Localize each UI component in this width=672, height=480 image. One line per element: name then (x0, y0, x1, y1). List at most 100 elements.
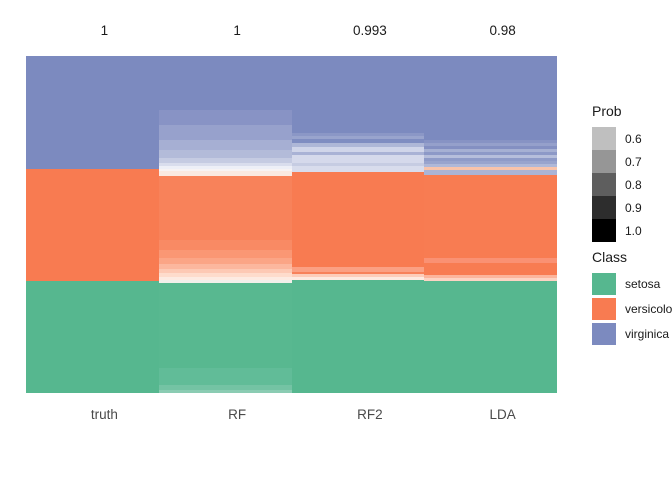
heatmap-band (424, 149, 557, 152)
heatmap-column-lda (424, 56, 557, 393)
legend-color-swatch (592, 196, 616, 219)
legend-color-swatch (592, 323, 616, 345)
heatmap-band (291, 267, 425, 272)
heatmap-band (291, 280, 425, 393)
x-axis-label-truth: truth (90, 407, 118, 422)
heatmap-band (291, 277, 425, 280)
heatmap-band (291, 147, 425, 152)
heatmap-band (158, 125, 292, 140)
legend-entry: versicolor (592, 298, 672, 320)
legend-entry: 0.8 (592, 173, 642, 196)
heatmap-column-rf2 (291, 56, 425, 393)
legend-entry-label: 1.0 (625, 223, 642, 238)
legend-entry: setosa (592, 273, 672, 295)
heatmap-column-rf (158, 56, 292, 393)
x-axis-label-lda: LDA (489, 407, 516, 422)
prob-legend-entries: 0.6 0.7 0.8 0.9 1.0 (592, 127, 642, 242)
legend-entry-label: setosa (625, 277, 661, 291)
heatmap-band (424, 152, 557, 155)
heatmap-band (158, 264, 292, 269)
class-legend-entries: setosa versicolor virginica (592, 273, 672, 348)
legend-entry-label: 0.8 (625, 177, 642, 192)
heatmap-band (424, 56, 557, 140)
heatmap-band (158, 140, 292, 150)
heatmap-band (158, 171, 292, 176)
x-axis-label-rf2: RF2 (357, 407, 383, 422)
heatmap-band (424, 146, 557, 149)
legend-entry: 1.0 (592, 219, 642, 242)
heatmap-band (158, 169, 292, 171)
heatmap-band (291, 152, 425, 155)
legend-color-swatch (592, 298, 616, 320)
heatmap-band (291, 143, 425, 147)
legend-color-swatch (592, 127, 616, 150)
heatmap-column-truth (26, 56, 159, 393)
heatmap-band (158, 368, 292, 385)
legend-entry-label: versicolor (625, 302, 672, 316)
prob-legend-title: Prob (592, 103, 622, 119)
heatmap-band (291, 139, 425, 143)
accuracy-label-rf: 1 (233, 23, 241, 38)
heatmap-band (291, 272, 425, 274)
heatmap-band (424, 175, 557, 258)
heatmap-band (291, 56, 425, 133)
heatmap-band (158, 280, 292, 283)
accuracy-label-rf2: 0.993 (352, 23, 387, 38)
heatmap-band (424, 263, 557, 275)
heatmap-band (424, 258, 557, 263)
heatmap-band (158, 158, 292, 163)
heatmap-band (158, 166, 292, 169)
heatmap-band (158, 258, 292, 264)
heatmap-band (424, 164, 557, 167)
legend-entry: 0.6 (592, 127, 642, 150)
class-legend: Class setosa versicolor virginica (592, 249, 672, 348)
heatmap-band (424, 155, 557, 158)
heatmap-band (291, 163, 425, 166)
heatmap-band (424, 161, 557, 164)
accuracy-label-lda: 0.98 (489, 23, 516, 38)
heatmap-band (158, 385, 292, 390)
heatmap-band (291, 172, 425, 267)
heatmap-band (424, 278, 557, 281)
heatmap-band (158, 150, 292, 158)
heatmap-band (291, 155, 425, 163)
heatmap-band (158, 240, 292, 250)
legend-color-swatch (592, 219, 616, 242)
legend-color-swatch (592, 273, 616, 295)
heatmap-band (26, 281, 159, 393)
heatmap-band (291, 166, 425, 172)
legend-color-swatch (592, 150, 616, 173)
heatmap-panel (26, 56, 557, 393)
class-legend-title: Class (592, 249, 628, 265)
heatmap-band (158, 250, 292, 258)
legend-entry-label: virginica (625, 327, 670, 341)
heatmap-band (158, 176, 292, 240)
heatmap-band (424, 170, 557, 175)
column-accuracy-labels: 1 1 0.993 0.98 (38, 22, 569, 40)
legend-entry-label: 0.6 (625, 131, 642, 146)
heatmap-band (424, 140, 557, 143)
heatmap-band (158, 269, 292, 273)
legend-color-swatch (592, 173, 616, 196)
heatmap-band (291, 133, 425, 136)
heatmap-band (291, 136, 425, 139)
legend-entry-label: 0.7 (625, 154, 642, 169)
legend-entry: virginica (592, 323, 672, 345)
x-axis-label-rf: RF (228, 407, 247, 422)
legend-entry-label: 0.9 (625, 200, 642, 215)
prob-legend: Prob 0.6 0.7 0.8 0.9 1.0 (592, 103, 642, 242)
heatmap-band (26, 169, 159, 281)
legend-entry: 0.9 (592, 196, 642, 219)
heatmap-band (291, 274, 425, 277)
heatmap-band (158, 277, 292, 280)
heatmap-band (424, 281, 557, 393)
heatmap-band (158, 56, 292, 110)
heatmap-band (424, 167, 557, 170)
heatmap-band (158, 163, 292, 166)
heatmap-band (158, 390, 292, 393)
heatmap-band (424, 158, 557, 161)
heatmap-band (158, 283, 292, 368)
x-axis-labels: truth RF RF2 LDA (38, 406, 569, 424)
heatmap-band (26, 56, 159, 169)
